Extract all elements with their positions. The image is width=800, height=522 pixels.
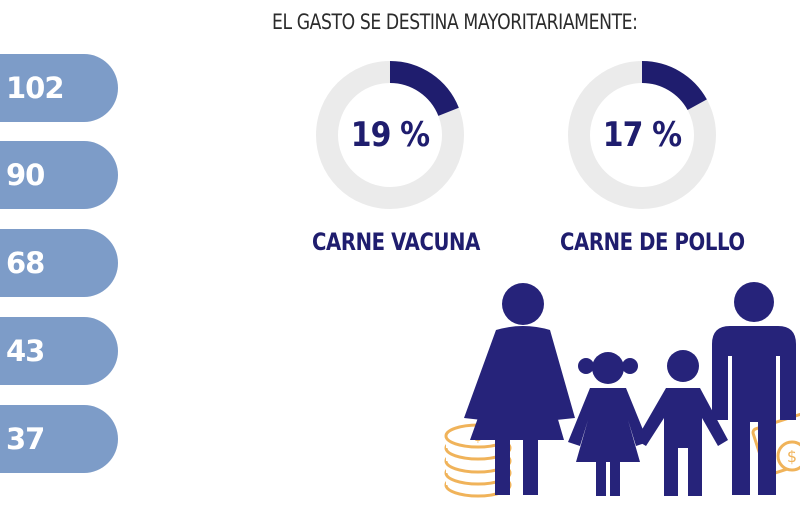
value-pill-text: 37 [6, 422, 45, 456]
value-pill-3: 68 [0, 229, 118, 297]
value-pill-1: 102 [0, 54, 118, 122]
donut-carne-de-pollo: 17 % [567, 60, 717, 210]
family-icon: $ $ [444, 282, 800, 498]
donut-arc [568, 61, 716, 209]
value-pill-text: 102 [6, 71, 65, 105]
svg-text:$: $ [787, 447, 797, 466]
value-pill-4: 43 [0, 317, 118, 385]
value-pill-2: 90 [0, 141, 118, 209]
donut-carne-vacuna: 19 % [315, 60, 465, 210]
donut-ring [568, 61, 716, 209]
category-label-carne-de-pollo: CARNE DE POLLO [560, 228, 745, 256]
donut-percent: 17 % [602, 115, 682, 155]
headline: EL GASTO SE DESTINA MAYORITARIAMENTE: [272, 10, 638, 34]
category-label-carne-vacuna: CARNE VACUNA [312, 228, 480, 256]
value-pill-text: 90 [6, 158, 45, 192]
donut-percent: 19 % [350, 115, 430, 155]
value-pill-text: 43 [6, 334, 45, 368]
donut-arc [316, 61, 464, 209]
donut-ring [316, 61, 464, 209]
value-pill-5: 37 [0, 405, 118, 473]
value-pill-text: 68 [6, 246, 45, 280]
